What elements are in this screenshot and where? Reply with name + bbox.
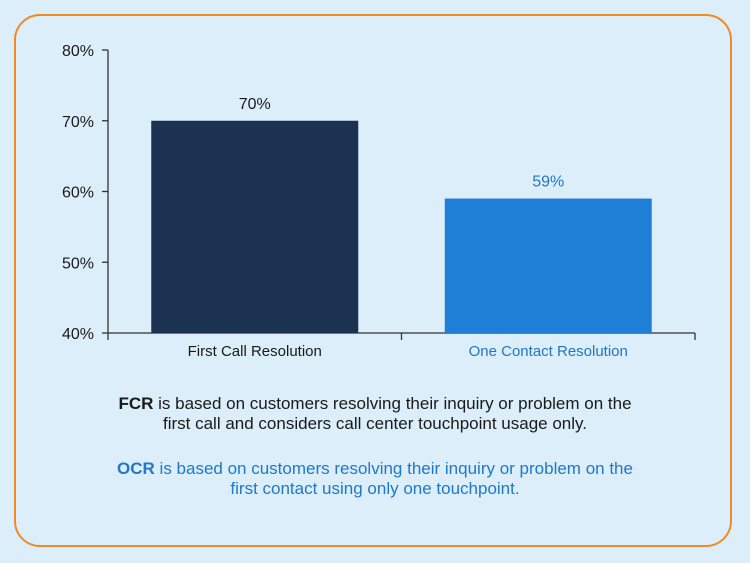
bar [151, 120, 359, 333]
ocr-note: OCR is based on customers resolving thei… [0, 459, 750, 499]
ocr-note-text-1: is based on customers resolving their in… [154, 459, 633, 478]
fcr-abbr: FCR [118, 394, 154, 413]
labels: 70% First Call Resolution 59% One Contact R… [188, 96, 628, 360]
y-tick-label: 60% [62, 185, 94, 202]
bar [444, 198, 652, 333]
x-category-label: First Call Resolution [188, 343, 322, 360]
ocr-note-line-1: OCR is based on customers resolving thei… [0, 459, 750, 479]
ocr-abbr: OCR [117, 459, 155, 478]
bars [151, 120, 652, 333]
fcr-note: FCR is based on customers resolving thei… [0, 394, 750, 434]
ocr-note-line-2: first contact using only one touchpoint. [230, 479, 520, 498]
y-tick-label: 50% [62, 255, 94, 272]
bar-value-label: 70% [239, 96, 271, 113]
x-category-label: One Contact Resolution [469, 343, 628, 360]
y-tick-label: 80% [62, 43, 94, 60]
fcr-note-line-2: first call and considers call center tou… [163, 414, 587, 433]
y-tick-label: 70% [62, 114, 94, 131]
bar-value-label: 59% [532, 174, 564, 191]
fcr-note-line-1: FCR is based on customers resolving thei… [0, 394, 750, 414]
fcr-note-text-1: is based on customers resolving their in… [153, 394, 632, 413]
y-tick-label: 40% [62, 326, 94, 343]
